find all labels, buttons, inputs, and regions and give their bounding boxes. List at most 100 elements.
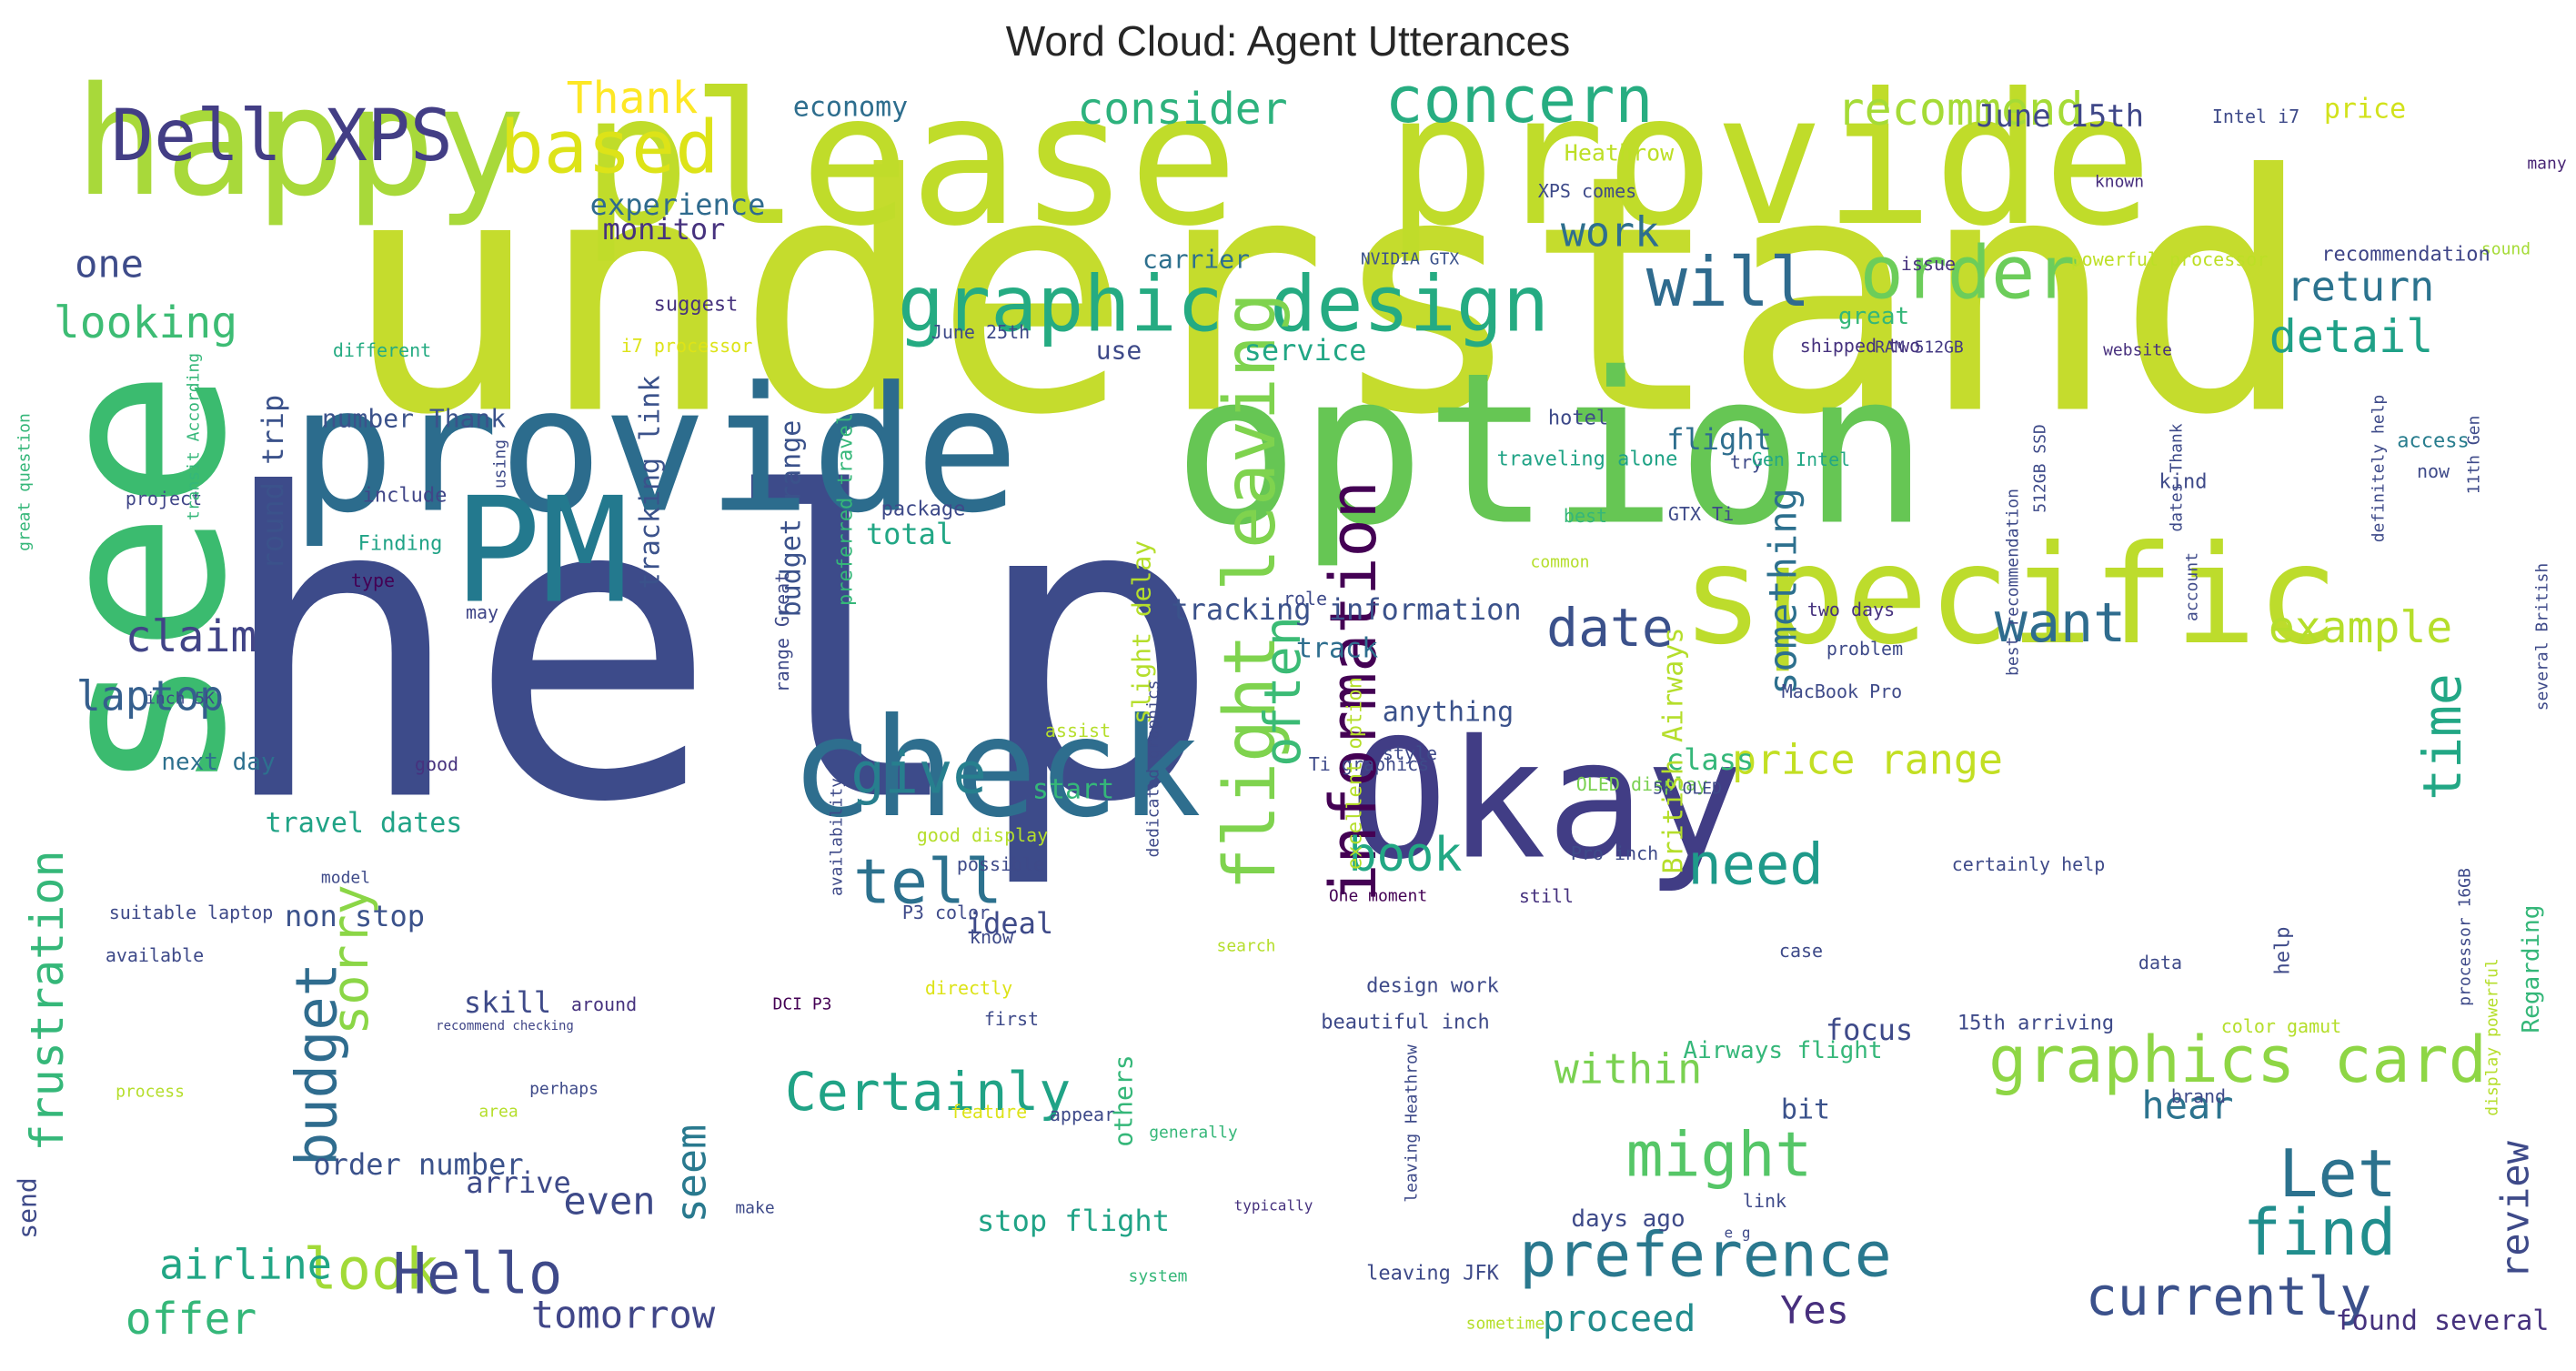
word-check: check xyxy=(790,690,1202,848)
word-available: available xyxy=(106,944,204,966)
word-good: good xyxy=(415,753,458,775)
word-send: send xyxy=(13,1177,43,1238)
word-package: package xyxy=(881,499,966,521)
word-processor-16gb: processor 16GB xyxy=(2456,868,2475,1006)
word-suggest: suggest xyxy=(654,294,739,317)
word-work: work xyxy=(1561,208,1659,257)
word-regarding: Regarding xyxy=(2518,905,2545,1033)
word-hear: hear xyxy=(2141,1084,2233,1128)
word-many: many xyxy=(2527,155,2567,174)
word-experience: experience xyxy=(590,187,766,222)
word-might: might xyxy=(1626,1120,1813,1192)
word-pm: PM xyxy=(454,466,629,636)
word-slight-delay: slight delay xyxy=(1127,540,1157,724)
word-intel-i7: Intel i7 xyxy=(2212,106,2299,127)
word-specific: specific xyxy=(1682,517,2339,675)
word-system: system xyxy=(1128,1267,1187,1286)
word-heathrow: Heathrow xyxy=(1565,140,1675,166)
word-recommend-checking: recommend checking xyxy=(436,1019,574,1033)
word-within: within xyxy=(1555,1045,1703,1094)
word-first: first xyxy=(984,1008,1039,1030)
chart-title: Word Cloud: Agent Utterances xyxy=(1005,17,1571,65)
word-several-british: several British xyxy=(2533,563,2552,711)
word-consider: consider xyxy=(1077,84,1287,135)
word-link: link xyxy=(1743,1190,1786,1212)
word-issue: issue xyxy=(1901,253,1956,275)
word-two-days: two days xyxy=(1807,599,1895,620)
word-found-several: found several xyxy=(2336,1305,2550,1337)
word-sometime: sometime xyxy=(1466,1315,1545,1334)
word-gtx-ti: GTX Ti xyxy=(1668,503,1734,525)
word-recommend: recommend xyxy=(1837,83,2084,136)
word-tell: tell xyxy=(853,847,1002,919)
word-good-display: good display xyxy=(917,824,1049,846)
word-proceed: proceed xyxy=(1543,1298,1696,1340)
word-focus: focus xyxy=(1826,1013,1913,1047)
word-june-25th: June 25th xyxy=(931,321,1030,343)
word-gen-intel: Gen Intel xyxy=(1752,449,1850,470)
word-role: role xyxy=(1283,588,1327,610)
word-include: include xyxy=(363,485,448,508)
word-display-powerful: display powerful xyxy=(2483,958,2502,1115)
word-availability: availability xyxy=(828,778,847,896)
word-ram-512gb: RAM 512GB xyxy=(1875,338,1964,358)
word-price: price xyxy=(2324,94,2406,126)
word-travel-dates: travel dates xyxy=(266,808,463,840)
word-type: type xyxy=(351,570,395,591)
word-round-trip: round trip xyxy=(256,395,290,570)
word-british-airways: British Airways xyxy=(1658,628,1690,874)
word-style: style xyxy=(1383,742,1437,764)
word-macbook-pro: MacBook Pro xyxy=(1782,680,1902,702)
word-around: around xyxy=(571,993,637,1015)
word-known: known xyxy=(2095,173,2144,192)
word-xps-comes: XPS comes xyxy=(1538,180,1636,202)
word-typically: typically xyxy=(1234,1197,1313,1215)
word-track: track xyxy=(1296,633,1378,665)
word-date: date xyxy=(1546,597,1674,659)
word-inch-5k: inch 5K xyxy=(146,690,215,709)
word-concern: concern xyxy=(1384,63,1653,137)
word-return: return xyxy=(2287,263,2435,311)
word-tracking-link: tracking link xyxy=(635,376,667,590)
word-next-day: next day xyxy=(161,749,275,776)
word-hello: Hello xyxy=(393,1241,563,1307)
word-monitor: monitor xyxy=(603,212,726,247)
word-best-recommendation: best recommendation xyxy=(2004,489,2023,676)
word-excellent-option: excellent option xyxy=(1344,677,1367,870)
word-design-work: design work xyxy=(1366,975,1499,998)
word-feature: feature xyxy=(951,1101,1027,1123)
word-kind: kind xyxy=(2159,471,2208,494)
word-suitable-laptop: suitable laptop xyxy=(109,902,274,923)
word-service: service xyxy=(1244,333,1367,368)
word-number-thank: number Thank xyxy=(322,404,506,434)
word-anything: anything xyxy=(1383,697,1514,729)
word-total: total xyxy=(866,517,953,551)
word-based: based xyxy=(500,106,719,190)
word-carrier: carrier xyxy=(1142,245,1250,275)
word-skill: skill xyxy=(464,985,551,1020)
word-need: need xyxy=(1687,832,1823,898)
word-appear: appear xyxy=(1050,1104,1115,1125)
word-nvidia-gtx: NVIDIA GTX xyxy=(1361,250,1460,269)
word-process: process xyxy=(116,1083,185,1102)
word-help: help xyxy=(215,408,1223,894)
word-beautiful-inch: beautiful inch xyxy=(1321,1012,1489,1034)
word-traveling-alone: traveling alone xyxy=(1497,449,1678,471)
word-hotel: hotel xyxy=(1548,408,1608,430)
word-often: often xyxy=(1253,616,1312,767)
word-different: different xyxy=(333,339,431,361)
word-please: please xyxy=(581,55,1238,267)
word-shipped-two: shipped two xyxy=(1800,335,1920,357)
word-512gb-ssd: 512GB SSD xyxy=(2031,424,2050,513)
word-happy: happy xyxy=(75,55,527,229)
word-website: website xyxy=(2103,341,2172,360)
word-give: give xyxy=(850,741,986,807)
word-case: case xyxy=(1779,940,1823,962)
word-review: review xyxy=(2493,1140,2538,1278)
word-bit: bit xyxy=(1781,1094,1830,1126)
word-want: want xyxy=(1995,591,2127,655)
word-non-stop: non stop xyxy=(285,899,425,933)
word-oled-display: OLED display xyxy=(1576,773,1708,795)
